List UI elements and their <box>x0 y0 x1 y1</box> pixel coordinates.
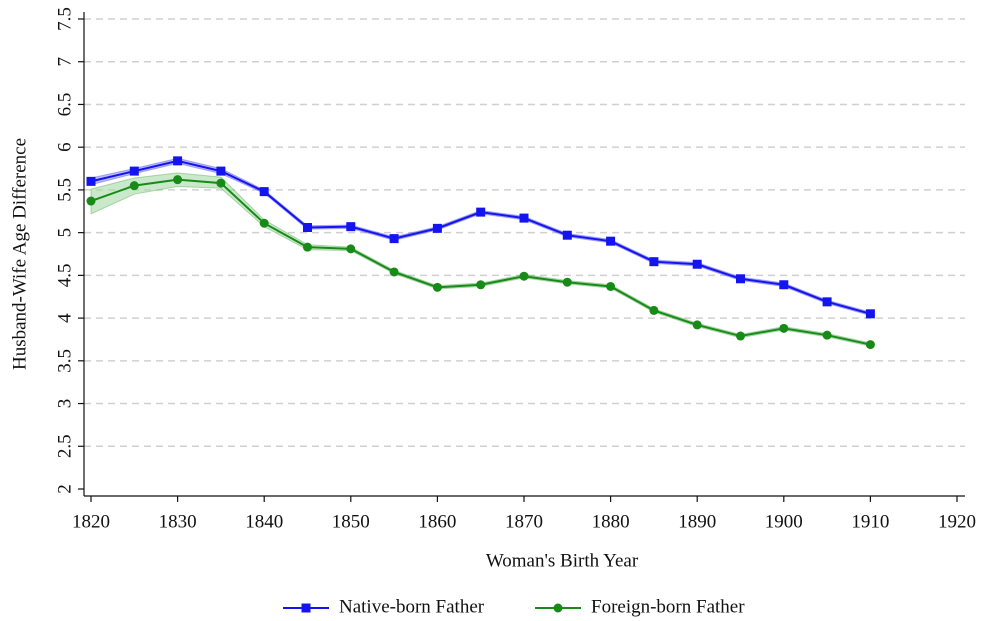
point <box>129 166 139 176</box>
x-tick-label: 1830 <box>159 511 197 532</box>
x-axis-title: Woman's Birth Year <box>486 550 639 571</box>
point <box>519 213 529 223</box>
x-tick-label: 1860 <box>418 511 456 532</box>
point <box>216 178 226 188</box>
x-tick-label: 1840 <box>245 511 283 532</box>
point <box>649 305 659 315</box>
y-tick-label: 3 <box>54 399 75 409</box>
point <box>476 280 486 290</box>
point <box>216 166 226 176</box>
point <box>649 257 659 267</box>
line <box>90 178 871 346</box>
x-tick-label: 1890 <box>678 511 716 532</box>
y-tick-label: 3.5 <box>54 349 75 373</box>
point <box>865 340 875 350</box>
y-tick-label: 2.5 <box>54 434 75 458</box>
point <box>606 236 616 246</box>
x-tick-label: 1900 <box>765 511 803 532</box>
y-tick-label: 7.5 <box>54 7 75 31</box>
y-tick-label: 4 <box>54 313 75 323</box>
x-tick-label: 1880 <box>592 511 630 532</box>
point <box>779 280 789 290</box>
y-tick-label: 6.5 <box>54 93 75 117</box>
y-tick-label: 4.5 <box>54 263 75 287</box>
y-tick-label: 5 <box>54 228 75 238</box>
x-tick-label: 1850 <box>332 511 370 532</box>
legend-label: Native-born Father <box>339 596 485 617</box>
point <box>346 222 356 232</box>
point <box>519 271 529 281</box>
point <box>173 175 183 185</box>
point <box>259 187 269 197</box>
point <box>606 281 616 291</box>
point <box>173 156 183 166</box>
point <box>389 267 399 277</box>
point <box>346 244 356 254</box>
point <box>129 181 139 191</box>
x-tick-label: 1820 <box>72 511 110 532</box>
point <box>389 234 399 244</box>
point <box>432 282 442 292</box>
point <box>692 259 702 269</box>
legend-marker <box>301 603 311 613</box>
point <box>692 320 702 330</box>
point <box>86 176 96 186</box>
x-tick-label: 1920 <box>938 511 976 532</box>
point <box>476 207 486 217</box>
point <box>736 331 745 341</box>
y-tick-label: 6 <box>54 142 75 152</box>
y-axis-title: Husband-Wife Age Difference <box>9 138 30 370</box>
x-tick-label: 1870 <box>505 511 543 532</box>
point <box>562 230 572 240</box>
point <box>303 223 312 233</box>
point <box>779 323 789 333</box>
point <box>86 196 96 206</box>
point <box>562 277 572 287</box>
legend-marker <box>553 603 563 613</box>
y-tick-label: 2 <box>54 484 75 494</box>
point <box>822 297 832 307</box>
point <box>259 218 269 228</box>
point <box>736 274 745 284</box>
x-tick-label: 1910 <box>851 511 889 532</box>
legend-label: Foreign-born Father <box>591 596 745 617</box>
point <box>432 223 442 233</box>
y-tick-label: 5.5 <box>54 178 75 202</box>
y-tick-label: 7 <box>54 57 75 67</box>
point <box>822 330 832 340</box>
point <box>303 242 312 252</box>
confidence-band <box>90 172 871 347</box>
point <box>865 309 875 319</box>
